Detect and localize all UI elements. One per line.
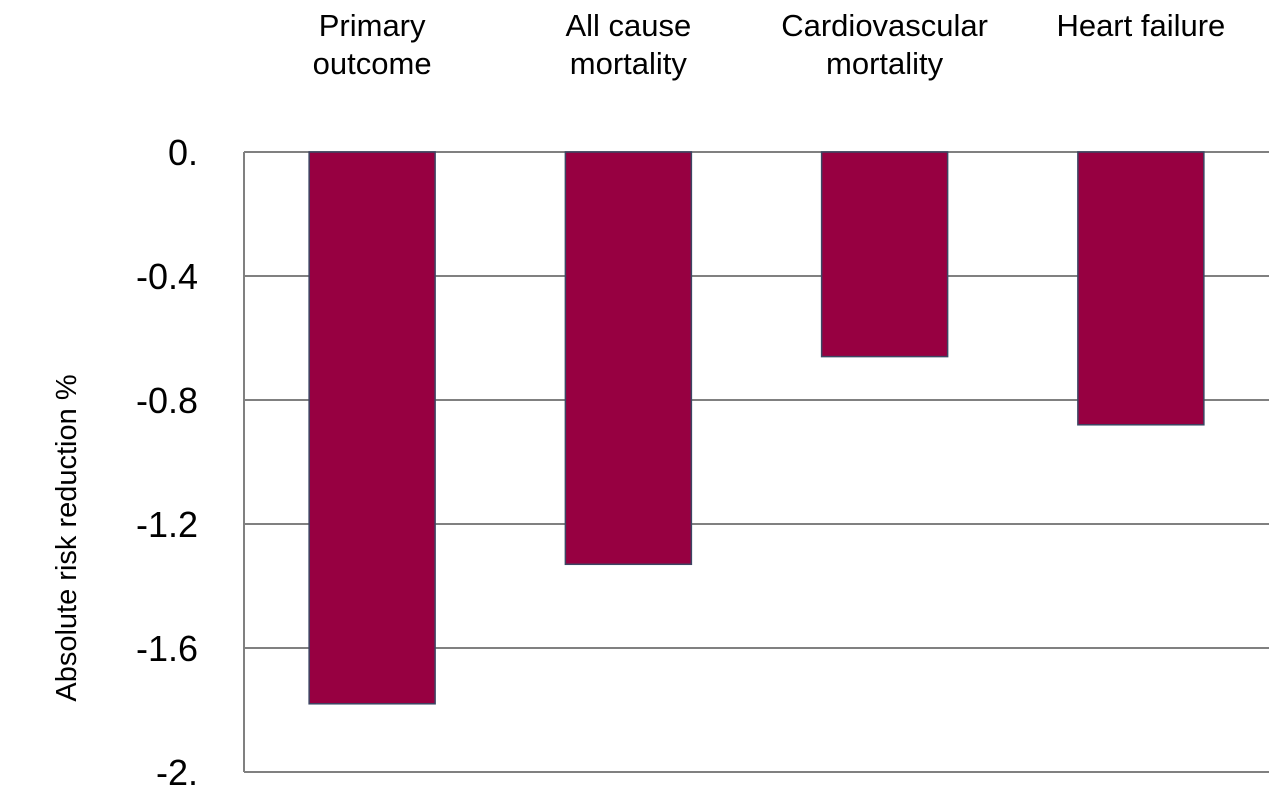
y-tick-label: -2.: [156, 752, 198, 792]
bars: [308, 151, 1205, 705]
y-axis-tick-labels: 0. -0.4 -0.8 -1.2 -1.6 -2.: [136, 132, 198, 792]
y-tick-label: -1.2: [136, 504, 198, 545]
y-axis-label: Absolute risk reduction %: [51, 374, 83, 701]
bar: [564, 151, 693, 566]
category-label: Heart failure: [1056, 8, 1225, 43]
category-label: Cardiovascular mortality: [781, 8, 988, 81]
bar: [1077, 151, 1205, 426]
y-tick-label: -1.6: [136, 628, 198, 669]
y-tick-label: 0.: [168, 132, 198, 173]
category-label: All cause mortality: [565, 8, 691, 81]
bar: [820, 151, 949, 358]
category-label: Primary outcome: [313, 8, 432, 81]
y-tick-label: -0.4: [136, 256, 198, 297]
bar: [308, 151, 436, 705]
y-tick-label: -0.8: [136, 380, 198, 421]
category-labels: Primary outcome All cause mortality Cardiova…: [313, 8, 1226, 81]
